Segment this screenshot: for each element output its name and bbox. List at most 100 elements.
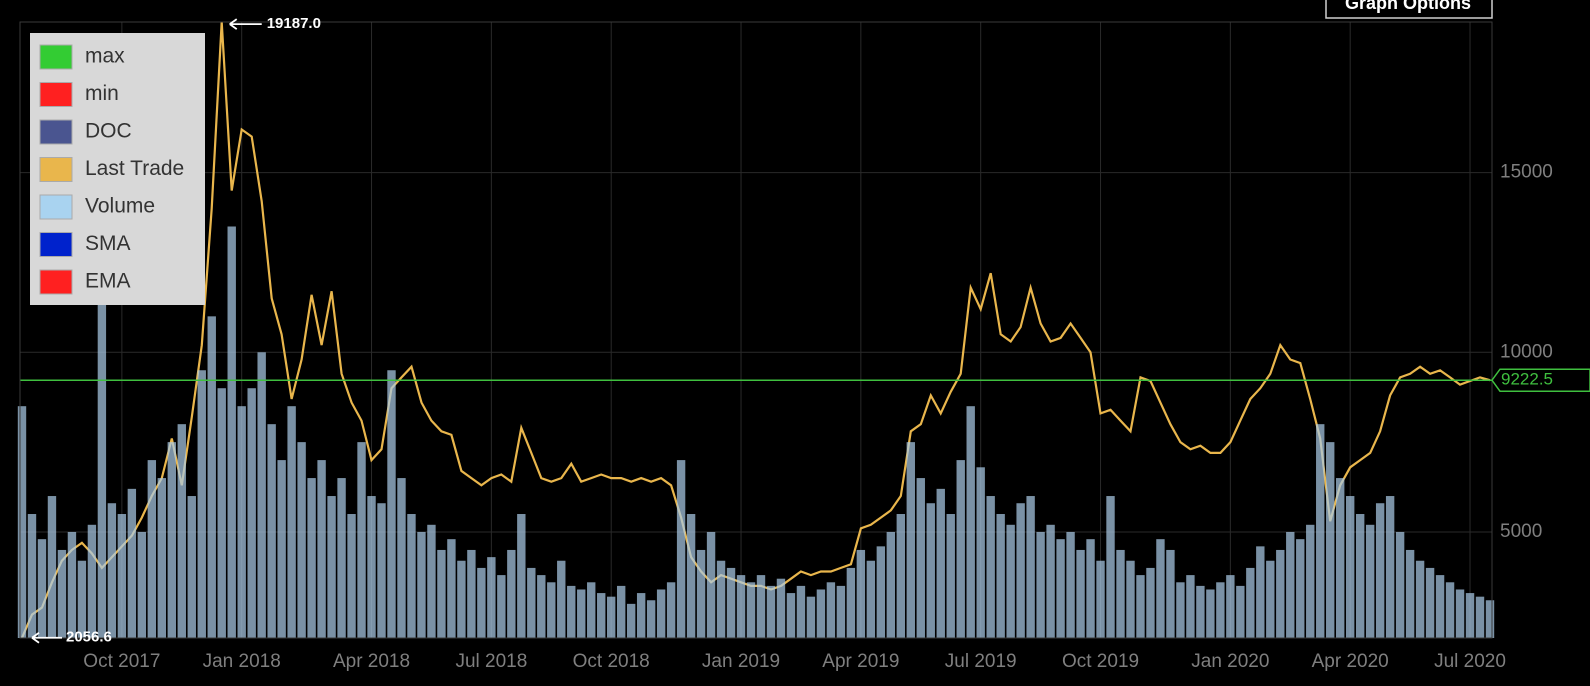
volume-bar (926, 503, 935, 638)
volume-bar (347, 514, 356, 638)
legend-swatch (39, 157, 73, 182)
x-tick-label: Oct 2019 (1062, 651, 1139, 672)
volume-bar (457, 560, 466, 638)
volume-bar (497, 575, 506, 638)
volume-bar (1375, 503, 1385, 638)
volume-bar (1106, 496, 1115, 638)
max-label: 19187.0 (267, 15, 321, 32)
price-line (20, 22, 1491, 639)
volume-bar (1355, 514, 1365, 638)
volume-bar (607, 596, 616, 638)
volume-bar (796, 585, 806, 638)
max-arrow (229, 18, 262, 30)
volume-bar (786, 593, 796, 638)
volume-bar (597, 593, 606, 638)
last-value-label: 9222.5 (1501, 370, 1553, 389)
volume-bar (427, 524, 436, 638)
last-value-tag (1491, 368, 1590, 392)
volume-bar (826, 582, 836, 638)
volume-bar (1076, 549, 1085, 638)
volume-bar (636, 593, 646, 638)
plot (17, 22, 1495, 639)
volume-bar (1056, 539, 1065, 638)
volume-bar (27, 514, 37, 638)
volume-bar (1425, 567, 1435, 638)
volume-bar (956, 460, 965, 638)
volume-bar (287, 406, 296, 638)
x-tick-label: Jul 2019 (945, 651, 1017, 672)
volume-bar (726, 567, 736, 638)
volume-bar (567, 585, 576, 638)
legend-label: DOC (85, 120, 132, 143)
volume-bar (716, 560, 726, 638)
volume-bar (97, 136, 107, 639)
volume-bar (766, 585, 776, 638)
volume-bar (756, 575, 766, 638)
volume-bar (1086, 539, 1095, 638)
volume-bar (906, 442, 915, 638)
volume-bar (477, 567, 486, 638)
volume-bar (1455, 589, 1465, 638)
graph-options[interactable]: Graph Options (1325, 0, 1493, 19)
volume-bar (916, 478, 925, 638)
volume-bar (806, 596, 816, 638)
volume-bar (1276, 549, 1285, 638)
legend-swatch (39, 232, 73, 257)
volume-bar (447, 539, 456, 638)
y-tick-label: 15000 (1500, 162, 1553, 183)
legend-swatch (39, 119, 73, 145)
volume-bar (656, 589, 666, 638)
legend-swatch (39, 194, 73, 220)
x-tick-label: Jul 2020 (1434, 651, 1506, 672)
graph-options-button[interactable] (1325, 0, 1493, 19)
volume-bar (357, 442, 366, 638)
volume-bar (107, 503, 117, 638)
volume-bar (317, 460, 326, 638)
volume-bar (1046, 524, 1055, 638)
legend-swatch (39, 44, 73, 70)
volume-bar (557, 560, 566, 638)
volume-bar (1066, 531, 1075, 638)
volume-bar (17, 406, 27, 638)
volume-bar (1286, 531, 1295, 638)
volume-bar (307, 478, 316, 638)
volume-bar (237, 406, 246, 638)
volume-bar (277, 460, 286, 638)
volume-bar (1036, 531, 1045, 638)
x-tick-label: Jul 2018 (455, 651, 527, 672)
volume-bar (137, 531, 147, 638)
volume-bar (47, 496, 57, 638)
volume-bar (1256, 546, 1265, 638)
volume-bar (1435, 575, 1445, 638)
volume-bar (157, 478, 167, 638)
volume-bar (1415, 560, 1425, 638)
volume-bar (397, 478, 406, 638)
graph-options-label[interactable]: Graph Options (1345, 0, 1471, 13)
volume-bar (846, 567, 856, 638)
volume-bar (966, 406, 975, 638)
volume-bar (1485, 600, 1495, 638)
volume-bar (996, 514, 1005, 638)
volume-bar (896, 514, 905, 638)
y-tick-label: 10000 (1500, 341, 1553, 362)
volume-bar (467, 549, 476, 638)
volume-bar (367, 496, 376, 638)
volume-bar (1475, 596, 1485, 638)
volume-bar (1166, 549, 1175, 638)
volume-bar (816, 589, 826, 638)
volume-bar (1365, 524, 1375, 638)
volume-bar (1196, 585, 1205, 638)
volume-bar (1385, 496, 1395, 638)
volume-bar (1316, 424, 1325, 638)
volume-bar (696, 549, 706, 638)
volume-bar (886, 531, 896, 638)
volume-bar (706, 531, 716, 638)
volume-bar (267, 424, 276, 638)
volume-bar (177, 424, 186, 638)
volume-bar (1236, 585, 1245, 638)
volume-bar (197, 370, 206, 638)
x-tick-label: Apr 2020 (1312, 651, 1389, 672)
volume-bar (87, 524, 97, 638)
legend-swatch (39, 82, 73, 107)
